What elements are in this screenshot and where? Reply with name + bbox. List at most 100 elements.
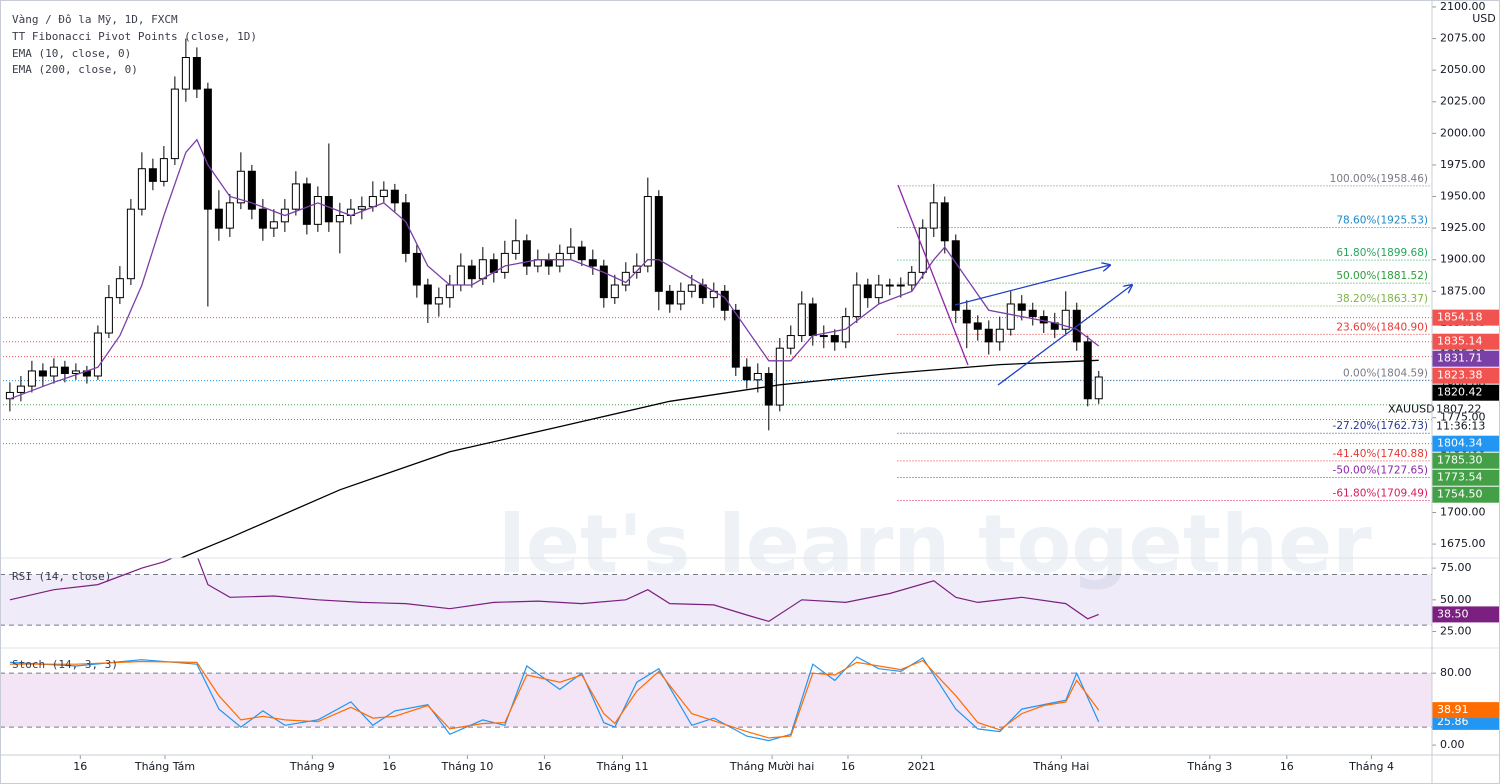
current-price: 1807.22: [1436, 403, 1482, 416]
candle-body: [830, 335, 839, 343]
candle-body: [445, 284, 454, 299]
candle-body: [126, 208, 135, 280]
fib-label: 78.60%(1925.53): [1336, 214, 1428, 226]
x-tick-label: 16: [382, 760, 396, 773]
candle-body: [302, 183, 311, 225]
price-badge-label: 1854.18: [1437, 311, 1483, 324]
candle-body: [797, 303, 806, 337]
candle-body: [544, 259, 553, 267]
price-badge: [1432, 309, 1500, 326]
candle-body: [632, 265, 641, 273]
y-tick-label: 1675.00: [1440, 537, 1486, 550]
candle-body: [742, 366, 751, 381]
candle-body: [71, 370, 80, 374]
wedge-line: [997, 285, 1132, 386]
candle-body: [731, 309, 740, 368]
candle-body: [984, 328, 993, 343]
y-tick-label: 1900.00: [1440, 253, 1486, 266]
y-tick-label: 2050.00: [1440, 63, 1486, 76]
candle-body: [951, 240, 960, 311]
watermark: let's learn together: [498, 498, 1372, 591]
candle-body: [1083, 341, 1092, 400]
candle-body: [104, 297, 113, 334]
candle-body: [753, 372, 762, 381]
x-tick-label: 16: [73, 760, 87, 773]
pane: 100.00%(1958.46) 78.60%(1925.53) 61.80%(18…: [0, 38, 1432, 558]
candle-body: [676, 290, 685, 305]
candle-body: [214, 208, 223, 229]
candle-body: [49, 366, 58, 377]
x-tick-label: Tháng 3: [1186, 760, 1232, 773]
price-badge: [1432, 384, 1500, 401]
price-badge-label: 1773.54: [1437, 471, 1483, 484]
candle-body: [148, 168, 157, 182]
y-tick-label: 80.00: [1440, 666, 1472, 679]
candle-body: [368, 196, 377, 208]
candle-body: [1028, 309, 1037, 318]
candle-body: [236, 170, 245, 204]
candle-body: [456, 265, 465, 286]
candle-body: [423, 284, 432, 305]
candle-body: [324, 196, 333, 223]
y-tick-label: 50.00: [1440, 593, 1472, 606]
candle-body: [38, 370, 47, 377]
countdown: 11:36:13: [1436, 420, 1485, 433]
y-tick-label: 1700.00: [1440, 506, 1486, 519]
fib-label: -41.40%(1740.88): [1333, 448, 1428, 460]
trend-line: [897, 184, 969, 366]
candle-body: [16, 385, 25, 393]
candle-body: [610, 284, 619, 299]
y-tick-label: 0.00: [1440, 738, 1465, 751]
candle-body: [247, 170, 256, 210]
pane-title: Stoch (14, 3, 3): [12, 658, 118, 671]
candle-body: [291, 183, 300, 210]
y-tick-label: 2025.00: [1440, 95, 1486, 108]
fib-label: 38.20%(1863.37): [1336, 293, 1428, 305]
price-badge-label: 1804.34: [1437, 437, 1483, 450]
fib-label: 50.00%(1881.52): [1336, 270, 1428, 282]
band: [0, 574, 1432, 626]
candle-body: [940, 202, 949, 242]
candle-body: [390, 189, 399, 204]
candle-body: [93, 332, 102, 377]
candle-body: [511, 240, 520, 254]
indicator-line: [9, 558, 1099, 623]
candle-body: [159, 158, 168, 182]
chart-title: Vàng / Đô la Mỹ, 1D, FXCM: [12, 13, 178, 26]
fib-label: -61.80%(1709.49): [1333, 488, 1428, 500]
value-badge-label: 38.91: [1437, 703, 1469, 716]
candle-body: [852, 284, 861, 318]
indicator-name: EMA (200, close, 0): [12, 63, 138, 76]
y-tick-label: 1775.00: [1440, 411, 1486, 424]
x-tick-label: 16: [841, 760, 855, 773]
price-badge: [1432, 469, 1500, 486]
candle-body: [874, 284, 883, 299]
fib-label: 0.00%(1804.59): [1343, 367, 1428, 379]
ema-line: [179, 359, 1099, 558]
candle-body: [115, 278, 124, 299]
x-tick-label: Tháng 9: [289, 760, 335, 773]
x-tick-label: Tháng Hai: [1032, 760, 1089, 773]
x-tick-label: 16: [537, 760, 551, 773]
pane-title: RSI (14, close): [12, 570, 111, 583]
candle-body: [775, 347, 784, 406]
value-badge: [1432, 606, 1500, 623]
candle-body: [907, 271, 916, 286]
candle-body: [137, 168, 146, 210]
value-badge-label: 38.50: [1437, 607, 1469, 620]
x-tick-label: Tháng Mười hai: [729, 760, 814, 773]
x-tick-label: Tháng 10: [440, 760, 493, 773]
currency: USD: [1472, 12, 1496, 25]
candle-body: [1017, 303, 1026, 311]
price-badge-label: 1820.42: [1437, 386, 1483, 399]
fib-label: -27.20%(1762.73): [1333, 420, 1428, 432]
candle-body: [1061, 309, 1070, 330]
candle-body: [764, 372, 773, 406]
candle-body: [962, 309, 971, 324]
candle-body: [665, 290, 674, 305]
y-tick-label: 2000.00: [1440, 126, 1486, 139]
candle-body: [863, 284, 872, 299]
y-tick-label: 25.00: [1440, 625, 1472, 638]
y-tick-label: 2075.00: [1440, 32, 1486, 45]
